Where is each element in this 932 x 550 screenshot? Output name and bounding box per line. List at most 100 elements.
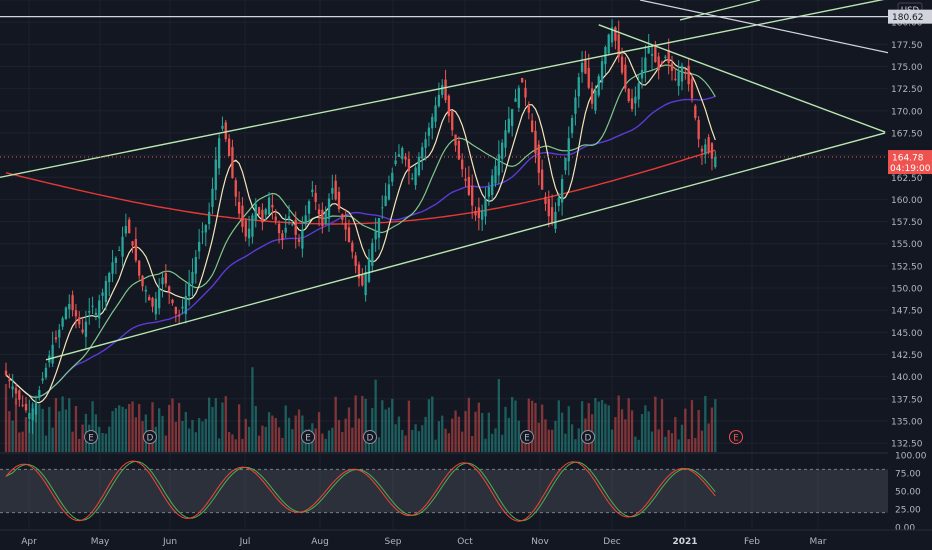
volume-bar — [344, 418, 347, 452]
volume-bar — [677, 439, 680, 452]
oscillator-tick-label: 0.00 — [895, 524, 915, 534]
trend-lines[interactable] — [0, 0, 932, 361]
volume-bar — [467, 397, 471, 452]
volume-bar — [650, 431, 654, 452]
volume-bar — [667, 430, 670, 452]
candle-body — [151, 298, 154, 307]
event-marker[interactable]: E — [729, 430, 743, 444]
event-marker[interactable]: D — [581, 430, 595, 444]
candle-body — [507, 118, 510, 133]
volume-bar — [447, 433, 451, 452]
volume-bar — [118, 405, 121, 452]
volume-bar — [257, 435, 261, 452]
volume-bar — [171, 398, 174, 452]
volume-bar — [700, 430, 704, 452]
event-marker[interactable]: E — [520, 430, 534, 444]
candle-body — [401, 148, 404, 160]
candle-body — [710, 143, 714, 159]
volume-bar — [474, 411, 477, 452]
event-marker[interactable]: D — [363, 430, 377, 444]
candle-body — [98, 300, 101, 319]
volume-bar — [547, 429, 550, 452]
candle-body — [94, 312, 98, 316]
candle-body — [511, 109, 514, 126]
time-tick-label: Nov — [531, 537, 549, 547]
volume-bar — [68, 398, 71, 452]
volume-bar — [707, 423, 710, 452]
oscillator-tick-label: 50.00 — [895, 488, 921, 498]
volume-bar — [121, 406, 124, 452]
candle-body — [44, 367, 48, 378]
candle-body — [477, 207, 481, 219]
candle-body — [224, 122, 227, 140]
time-tick-label: Apr — [21, 537, 37, 547]
volume-bar — [564, 433, 567, 452]
candle-body — [174, 306, 177, 314]
candle-body — [118, 249, 121, 251]
countdown-text: 04:19:00 — [890, 164, 931, 174]
volume-bar — [577, 428, 580, 452]
candle-body — [414, 167, 417, 186]
candle-body — [491, 175, 494, 195]
candle-body — [447, 95, 451, 117]
volume-bar — [151, 402, 154, 452]
candle-body — [168, 286, 171, 292]
candle-body — [437, 94, 441, 107]
price-tick-label: 132.50 — [891, 440, 923, 450]
volume-bar — [664, 436, 667, 452]
candle-body — [550, 207, 554, 223]
volume-bar — [297, 409, 301, 452]
volume-bar — [44, 435, 48, 452]
volume-bar — [710, 407, 714, 452]
volume-bar — [407, 400, 411, 452]
price-axis[interactable]: 132.50 135.00 137.50 140.00 142.50 145.00 147.… — [888, 0, 932, 534]
time-tick-label: Aug — [311, 537, 329, 547]
volume-bar — [227, 432, 231, 452]
candle-body — [434, 105, 437, 122]
candle-body — [637, 83, 640, 100]
candle-body — [194, 257, 197, 274]
volume-bar — [21, 431, 24, 452]
volume-bar — [128, 403, 131, 452]
event-marker-circle — [143, 430, 157, 444]
time-tick-label: Jun — [162, 537, 177, 547]
volume-bar — [401, 429, 404, 452]
volume-bar — [550, 429, 554, 452]
candle-body — [11, 386, 14, 390]
price-tick-label: 147.50 — [891, 307, 923, 317]
candle-body — [624, 64, 627, 89]
candle-body — [444, 79, 447, 101]
volume-bar — [197, 418, 201, 452]
candle-body — [554, 211, 557, 229]
event-marker-label: E — [524, 434, 530, 444]
volume-bar — [660, 399, 664, 452]
volume-bar — [597, 401, 600, 452]
candle-body — [84, 321, 88, 337]
volume-bar — [600, 399, 604, 452]
volume-bar — [567, 406, 570, 452]
candle-body — [317, 209, 321, 215]
oscillator-tick-label: 100.00 — [895, 452, 927, 462]
price-tick-label: 152.50 — [891, 262, 923, 272]
candlesticks[interactable] — [4, 19, 717, 434]
volume-bar — [161, 415, 164, 452]
event-marker[interactable]: E — [301, 430, 315, 444]
time-axis[interactable]: Apr May Jun Jul Aug Sep Oct Nov Dec 2021 Feb Mar — [0, 529, 932, 547]
volume-bar — [124, 408, 128, 452]
volume-bar — [4, 383, 8, 452]
volume-bar — [424, 416, 427, 452]
event-marker[interactable]: D — [143, 430, 157, 444]
volume-bar — [384, 409, 387, 452]
volume-bar — [684, 408, 687, 452]
volume-bar — [347, 407, 351, 452]
volume-bar — [477, 402, 481, 452]
volume-bar — [614, 417, 617, 452]
event-marker[interactable]: E — [84, 430, 98, 444]
volume-bar — [687, 439, 690, 452]
volume-bar — [374, 379, 377, 452]
candle-body — [61, 318, 64, 327]
volume-bar — [18, 432, 21, 452]
time-tick-label: Dec — [603, 537, 620, 547]
